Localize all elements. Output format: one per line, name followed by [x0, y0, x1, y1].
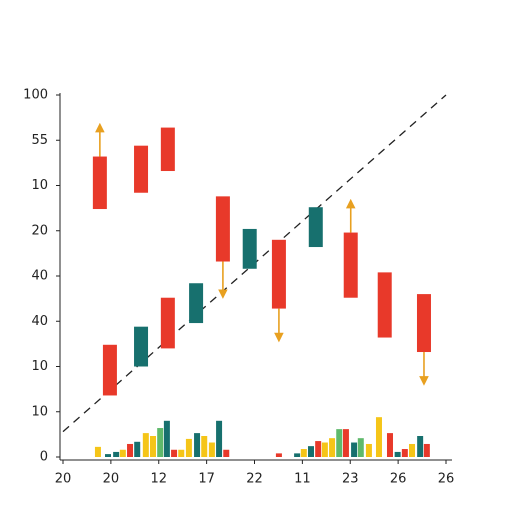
candle-body	[377, 272, 392, 338]
volume-bar	[150, 436, 157, 457]
x-tick-label: 12	[150, 472, 167, 487]
x-tick-label: 26	[438, 472, 455, 487]
volume-bar	[208, 442, 215, 457]
volume-bar	[194, 433, 201, 457]
y-tick-label: 10	[31, 178, 48, 193]
x-tick-label: 20	[55, 472, 72, 487]
volume-bar	[185, 438, 192, 457]
volume-bar	[94, 446, 101, 457]
volume-bar	[394, 451, 401, 457]
volume-bar	[142, 433, 149, 457]
candle-body	[102, 344, 117, 396]
candle-body	[308, 207, 323, 248]
volume-bar	[216, 420, 223, 457]
volume-bar	[336, 429, 343, 457]
y-tick-label: 40	[31, 314, 48, 329]
volume-bar	[134, 441, 141, 457]
x-tick-label: 17	[198, 472, 215, 487]
volume-bar	[307, 446, 314, 457]
volume-bar	[127, 443, 134, 457]
volume-bar	[119, 449, 126, 457]
x-tick-label: 11	[294, 472, 311, 487]
x-tick-label: 20	[103, 472, 120, 487]
volume-bar	[423, 443, 430, 457]
volume-bar	[409, 443, 416, 457]
candle-body	[134, 326, 149, 367]
candle-body	[160, 127, 175, 172]
x-tick-label: 26	[390, 472, 407, 487]
y-tick-label: 55	[31, 133, 48, 148]
volume-bar	[178, 449, 185, 457]
volume-bar	[163, 420, 170, 457]
volume-bar	[417, 436, 424, 457]
volume-bar	[294, 453, 301, 457]
x-tick-label: 23	[342, 472, 359, 487]
y-tick-label: 20	[31, 223, 48, 238]
y-tick-label: 0	[40, 450, 48, 465]
volume-bar	[321, 442, 328, 457]
candle-body	[416, 294, 431, 353]
volume-bar	[401, 449, 408, 457]
candle-body	[242, 228, 257, 269]
volume-bar	[223, 449, 230, 457]
candle-body	[215, 196, 230, 262]
volume-bar	[375, 417, 382, 457]
x-tick-label: 22	[246, 472, 263, 487]
y-tick-label: 10	[31, 404, 48, 419]
volume-bar	[157, 428, 164, 457]
y-tick-label: 40	[31, 269, 48, 284]
volume-bar	[365, 443, 372, 457]
candle-body	[271, 239, 286, 309]
volume-bar	[342, 429, 349, 457]
volume-bar	[201, 436, 208, 457]
volume-bar	[113, 451, 120, 457]
candle-body	[134, 145, 149, 193]
volume-bar	[105, 454, 112, 457]
volume-bar	[329, 438, 336, 457]
candle-body	[189, 283, 204, 324]
candle-body	[343, 232, 358, 298]
volume-bar	[275, 453, 282, 457]
candle-body	[160, 297, 175, 349]
y-tick-label: 100	[23, 88, 48, 103]
volume-bar	[315, 441, 322, 457]
volume-bar	[386, 433, 393, 457]
volume-bar	[171, 449, 178, 457]
y-tick-label: 10	[31, 359, 48, 374]
candle-body	[92, 156, 107, 210]
volume-bar	[300, 449, 307, 457]
volume-bar	[357, 438, 364, 457]
volume-bar	[351, 442, 358, 457]
